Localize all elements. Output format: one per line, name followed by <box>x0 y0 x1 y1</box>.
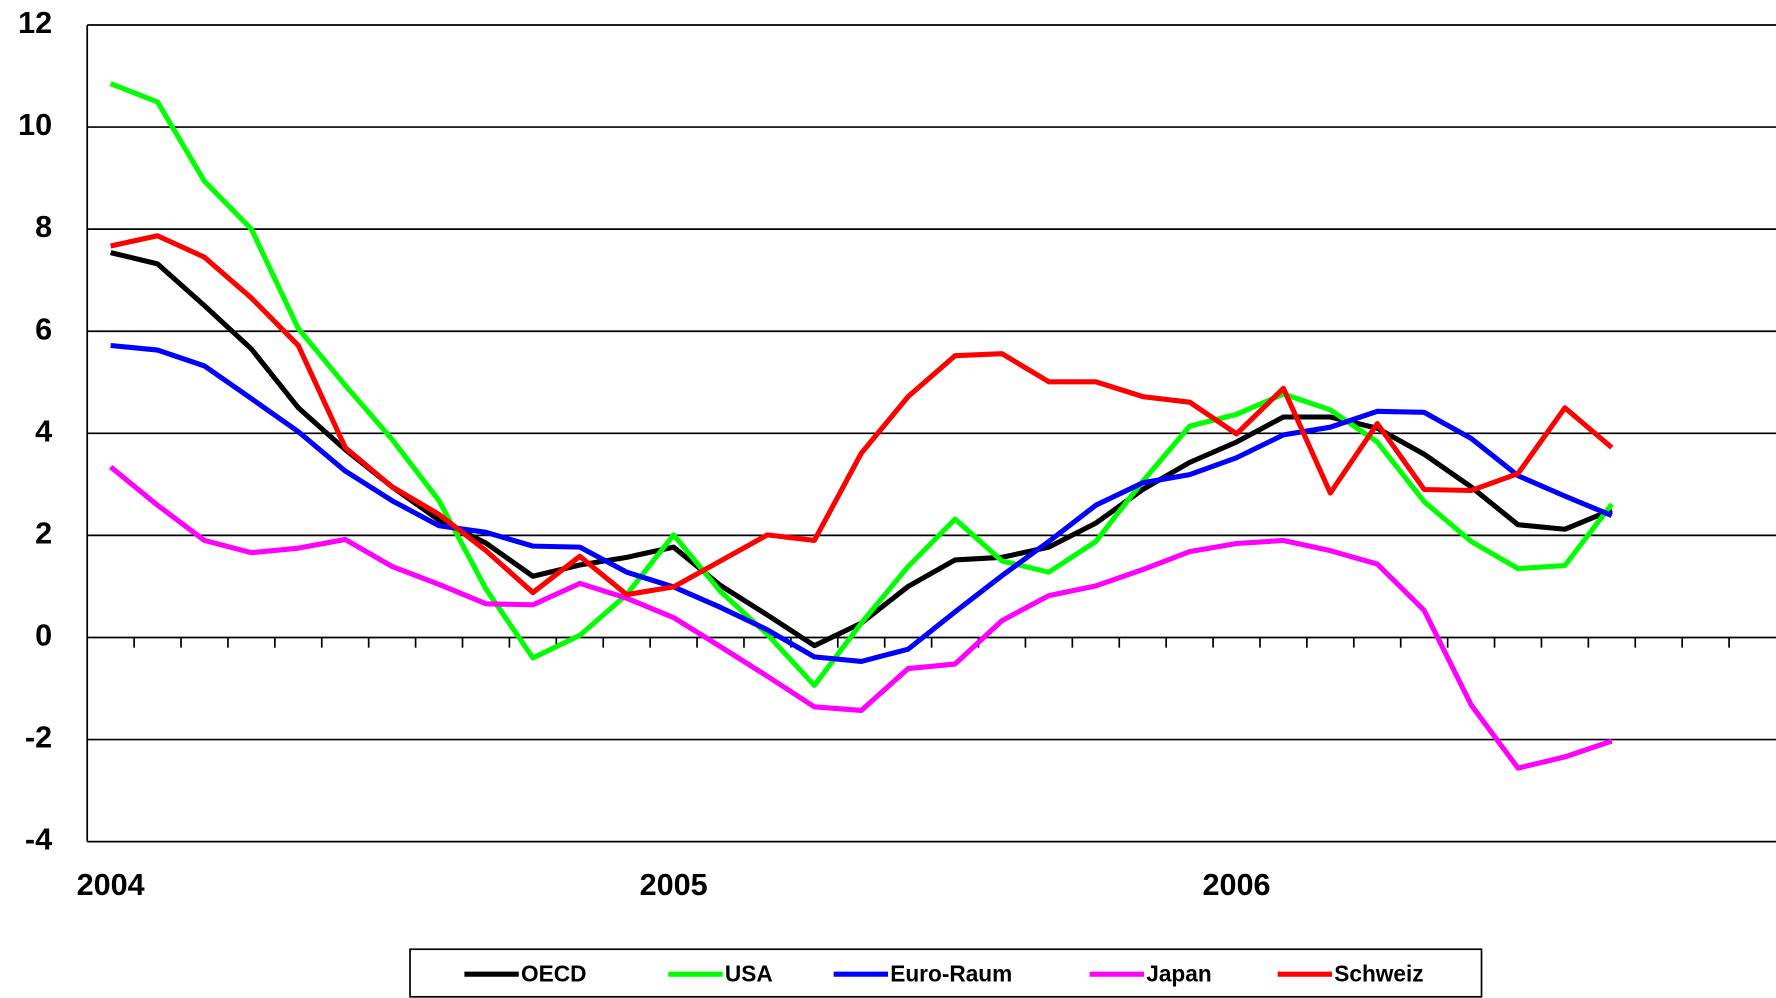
y-tick-label: 4 <box>35 414 52 448</box>
y-tick-label: 8 <box>35 210 52 244</box>
series-line <box>110 250 1613 649</box>
y-tick-label: 6 <box>35 312 52 346</box>
series-line <box>110 342 1613 664</box>
legend: OECD USA Euro-Raum Japan Schweiz <box>464 960 1424 986</box>
series-line <box>110 233 1614 598</box>
y-tick-label: 2 <box>35 516 52 550</box>
y-tick-label: -2 <box>25 721 52 755</box>
legend-label: Japan <box>1146 960 1211 986</box>
x-tick-label: 2004 <box>77 868 145 902</box>
legend-label: Schweiz <box>1334 960 1423 986</box>
y-tick-label: 12 <box>18 6 52 40</box>
grid <box>86 24 1776 843</box>
y-tick-label: 0 <box>35 619 52 653</box>
axis-labels: -4 -2 0 2 4 6 8 10 12 2004 2005 2006 <box>18 6 1270 902</box>
plot-lines <box>109 81 1614 771</box>
legend-label: USA <box>725 960 773 986</box>
series-line <box>109 81 1614 688</box>
x-tick-label: 2006 <box>1203 868 1271 902</box>
y-tick-label: 10 <box>18 108 52 142</box>
x-tick-label: 2005 <box>640 868 708 902</box>
legend-label: OECD <box>521 960 586 986</box>
legend-label: Euro-Raum <box>890 960 1012 986</box>
series-line <box>109 464 1613 771</box>
y-tick-label: -4 <box>25 823 52 857</box>
